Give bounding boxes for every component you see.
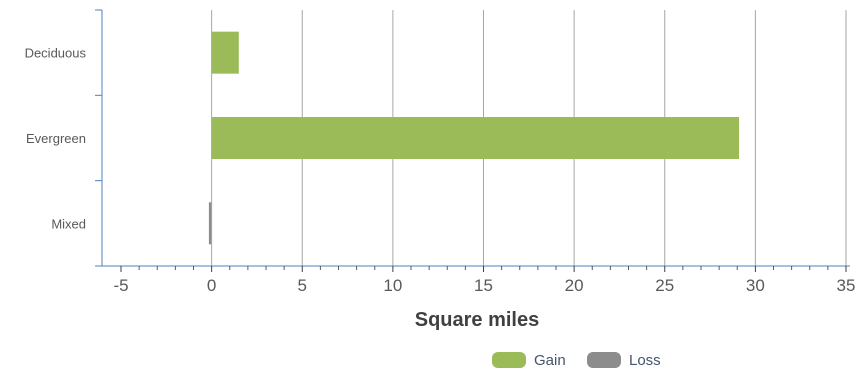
- legend-item-loss: Loss: [587, 352, 661, 369]
- legend: Gain Loss: [492, 352, 661, 369]
- bar-loss-mixed: [208, 202, 212, 245]
- x-tick-label: 25: [655, 276, 674, 295]
- category-label: Deciduous: [25, 46, 87, 61]
- bar-gain-evergreen: [211, 117, 740, 159]
- x-tick-label: 20: [565, 276, 584, 295]
- legend-swatch: [587, 352, 621, 368]
- x-tick-label: 15: [474, 276, 493, 295]
- legend-swatch: [492, 352, 526, 368]
- x-tick-label: -5: [113, 276, 128, 295]
- legend-label: Gain: [534, 352, 566, 369]
- category-label: Evergreen: [26, 131, 86, 146]
- x-axis-title: Square miles: [415, 309, 540, 331]
- x-tick-label: 10: [383, 276, 402, 295]
- legend-label: Loss: [629, 352, 661, 369]
- x-tick-label: 5: [298, 276, 307, 295]
- x-tick-label: 30: [746, 276, 765, 295]
- x-tick-label: 35: [837, 276, 855, 295]
- x-tick-labels: -5 0 5 10 15 20 25 30 35: [113, 276, 855, 295]
- legend-item-gain: Gain: [492, 352, 566, 369]
- category-labels: Deciduous Evergreen Mixed: [25, 46, 87, 232]
- x-tick-label: 0: [207, 276, 216, 295]
- bar-gain-deciduous: [211, 31, 239, 74]
- axes: [95, 9, 850, 272]
- bars: [208, 31, 740, 245]
- category-label: Mixed: [51, 216, 86, 231]
